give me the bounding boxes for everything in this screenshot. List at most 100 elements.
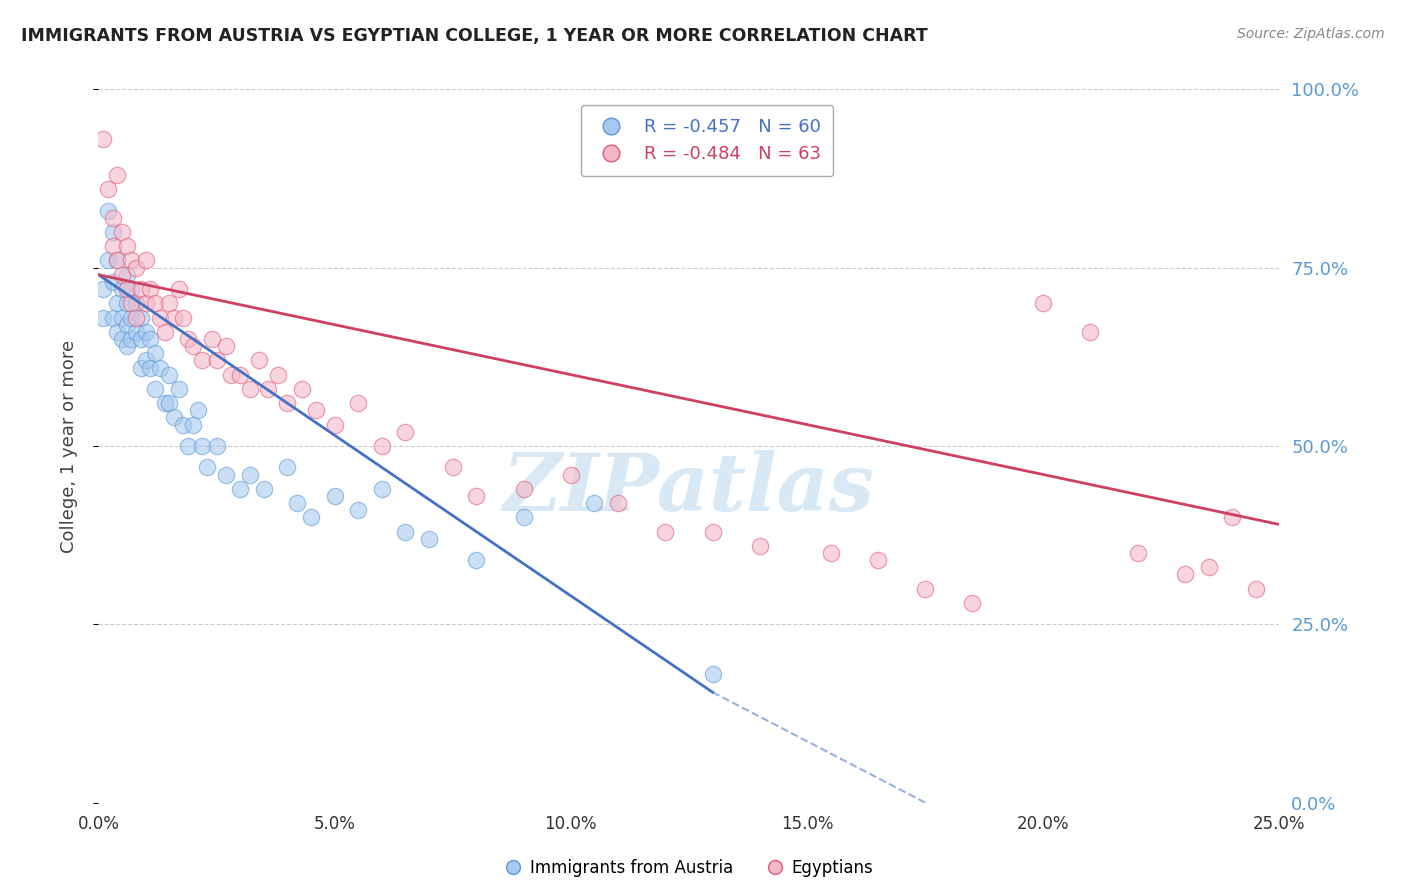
Point (115, 239, 138, 253)
Point (115, 282, 138, 296)
Point (347, 396, 370, 410)
Point (129, 310, 152, 325)
Point (121, 253, 143, 268)
Point (702, 667, 724, 681)
Point (702, 524, 724, 539)
Point (105, 253, 128, 268)
Point (115, 318, 138, 332)
Point (181, 417, 204, 432)
Point (465, 489, 488, 503)
Point (1198, 560, 1220, 574)
Point (115, 296, 138, 310)
Point (143, 296, 166, 310)
Point (229, 482, 252, 496)
Point (371, 482, 394, 496)
Point (111, 282, 134, 296)
Point (583, 496, 606, 510)
Point (91, 132, 114, 146)
Point (394, 524, 416, 539)
Point (139, 282, 162, 296)
Point (125, 296, 148, 310)
Point (115, 339, 138, 353)
Point (163, 410, 186, 425)
Point (1244, 582, 1267, 596)
Point (219, 368, 242, 382)
Point (153, 396, 176, 410)
Point (371, 439, 394, 453)
Point (149, 310, 172, 325)
Point (135, 253, 157, 268)
Point (394, 425, 416, 439)
Point (97, 203, 120, 218)
Point (512, 510, 534, 524)
Point (111, 225, 134, 239)
Point (229, 368, 252, 382)
Point (239, 382, 262, 396)
Point (91, 282, 114, 296)
Point (181, 339, 204, 353)
Text: ZIPatlas: ZIPatlas (503, 450, 875, 527)
Point (172, 417, 194, 432)
Legend: Immigrants from Austria, Egyptians: Immigrants from Austria, Egyptians (498, 853, 880, 884)
Point (177, 332, 200, 346)
Point (167, 282, 190, 296)
Point (347, 503, 370, 517)
Point (91, 310, 114, 325)
Point (607, 496, 630, 510)
Point (153, 325, 176, 339)
Point (305, 403, 328, 417)
Point (105, 168, 128, 182)
Point (1174, 567, 1197, 582)
Point (125, 325, 148, 339)
Point (163, 310, 186, 325)
Point (121, 296, 143, 310)
Text: Source: ZipAtlas.com: Source: ZipAtlas.com (1237, 27, 1385, 41)
Point (239, 467, 262, 482)
Legend: R = -0.457   N = 60, R = -0.484   N = 63: R = -0.457 N = 60, R = -0.484 N = 63 (581, 105, 834, 176)
Point (135, 296, 157, 310)
Point (105, 296, 128, 310)
Point (257, 382, 280, 396)
Point (157, 368, 180, 382)
Point (962, 596, 984, 610)
Point (512, 482, 534, 496)
Point (323, 417, 346, 432)
Point (101, 239, 124, 253)
Point (129, 282, 152, 296)
Point (111, 332, 134, 346)
Point (215, 467, 238, 482)
Point (187, 403, 209, 417)
Point (191, 353, 214, 368)
Point (101, 275, 124, 289)
Point (115, 268, 138, 282)
Point (914, 582, 936, 596)
Point (157, 396, 180, 410)
Point (748, 539, 770, 553)
Point (101, 310, 124, 325)
Point (143, 346, 166, 360)
Point (1220, 510, 1243, 524)
Point (205, 439, 228, 453)
Y-axis label: College, 1 year or more: College, 1 year or more (59, 340, 77, 552)
Point (101, 211, 124, 225)
Point (201, 332, 224, 346)
Point (125, 260, 148, 275)
Point (205, 353, 228, 368)
Point (143, 382, 166, 396)
Point (111, 268, 134, 282)
Point (285, 496, 308, 510)
Point (290, 382, 312, 396)
Point (276, 460, 298, 475)
Point (654, 524, 676, 539)
Point (215, 339, 238, 353)
Point (139, 360, 162, 375)
Point (125, 310, 148, 325)
Point (267, 368, 290, 382)
Point (177, 439, 200, 453)
Point (276, 396, 298, 410)
Text: IMMIGRANTS FROM AUSTRIA VS EGYPTIAN COLLEGE, 1 YEAR OR MORE CORRELATION CHART: IMMIGRANTS FROM AUSTRIA VS EGYPTIAN COLL… (21, 27, 928, 45)
Point (195, 460, 218, 475)
Point (465, 553, 488, 567)
Point (560, 467, 582, 482)
Point (129, 360, 152, 375)
